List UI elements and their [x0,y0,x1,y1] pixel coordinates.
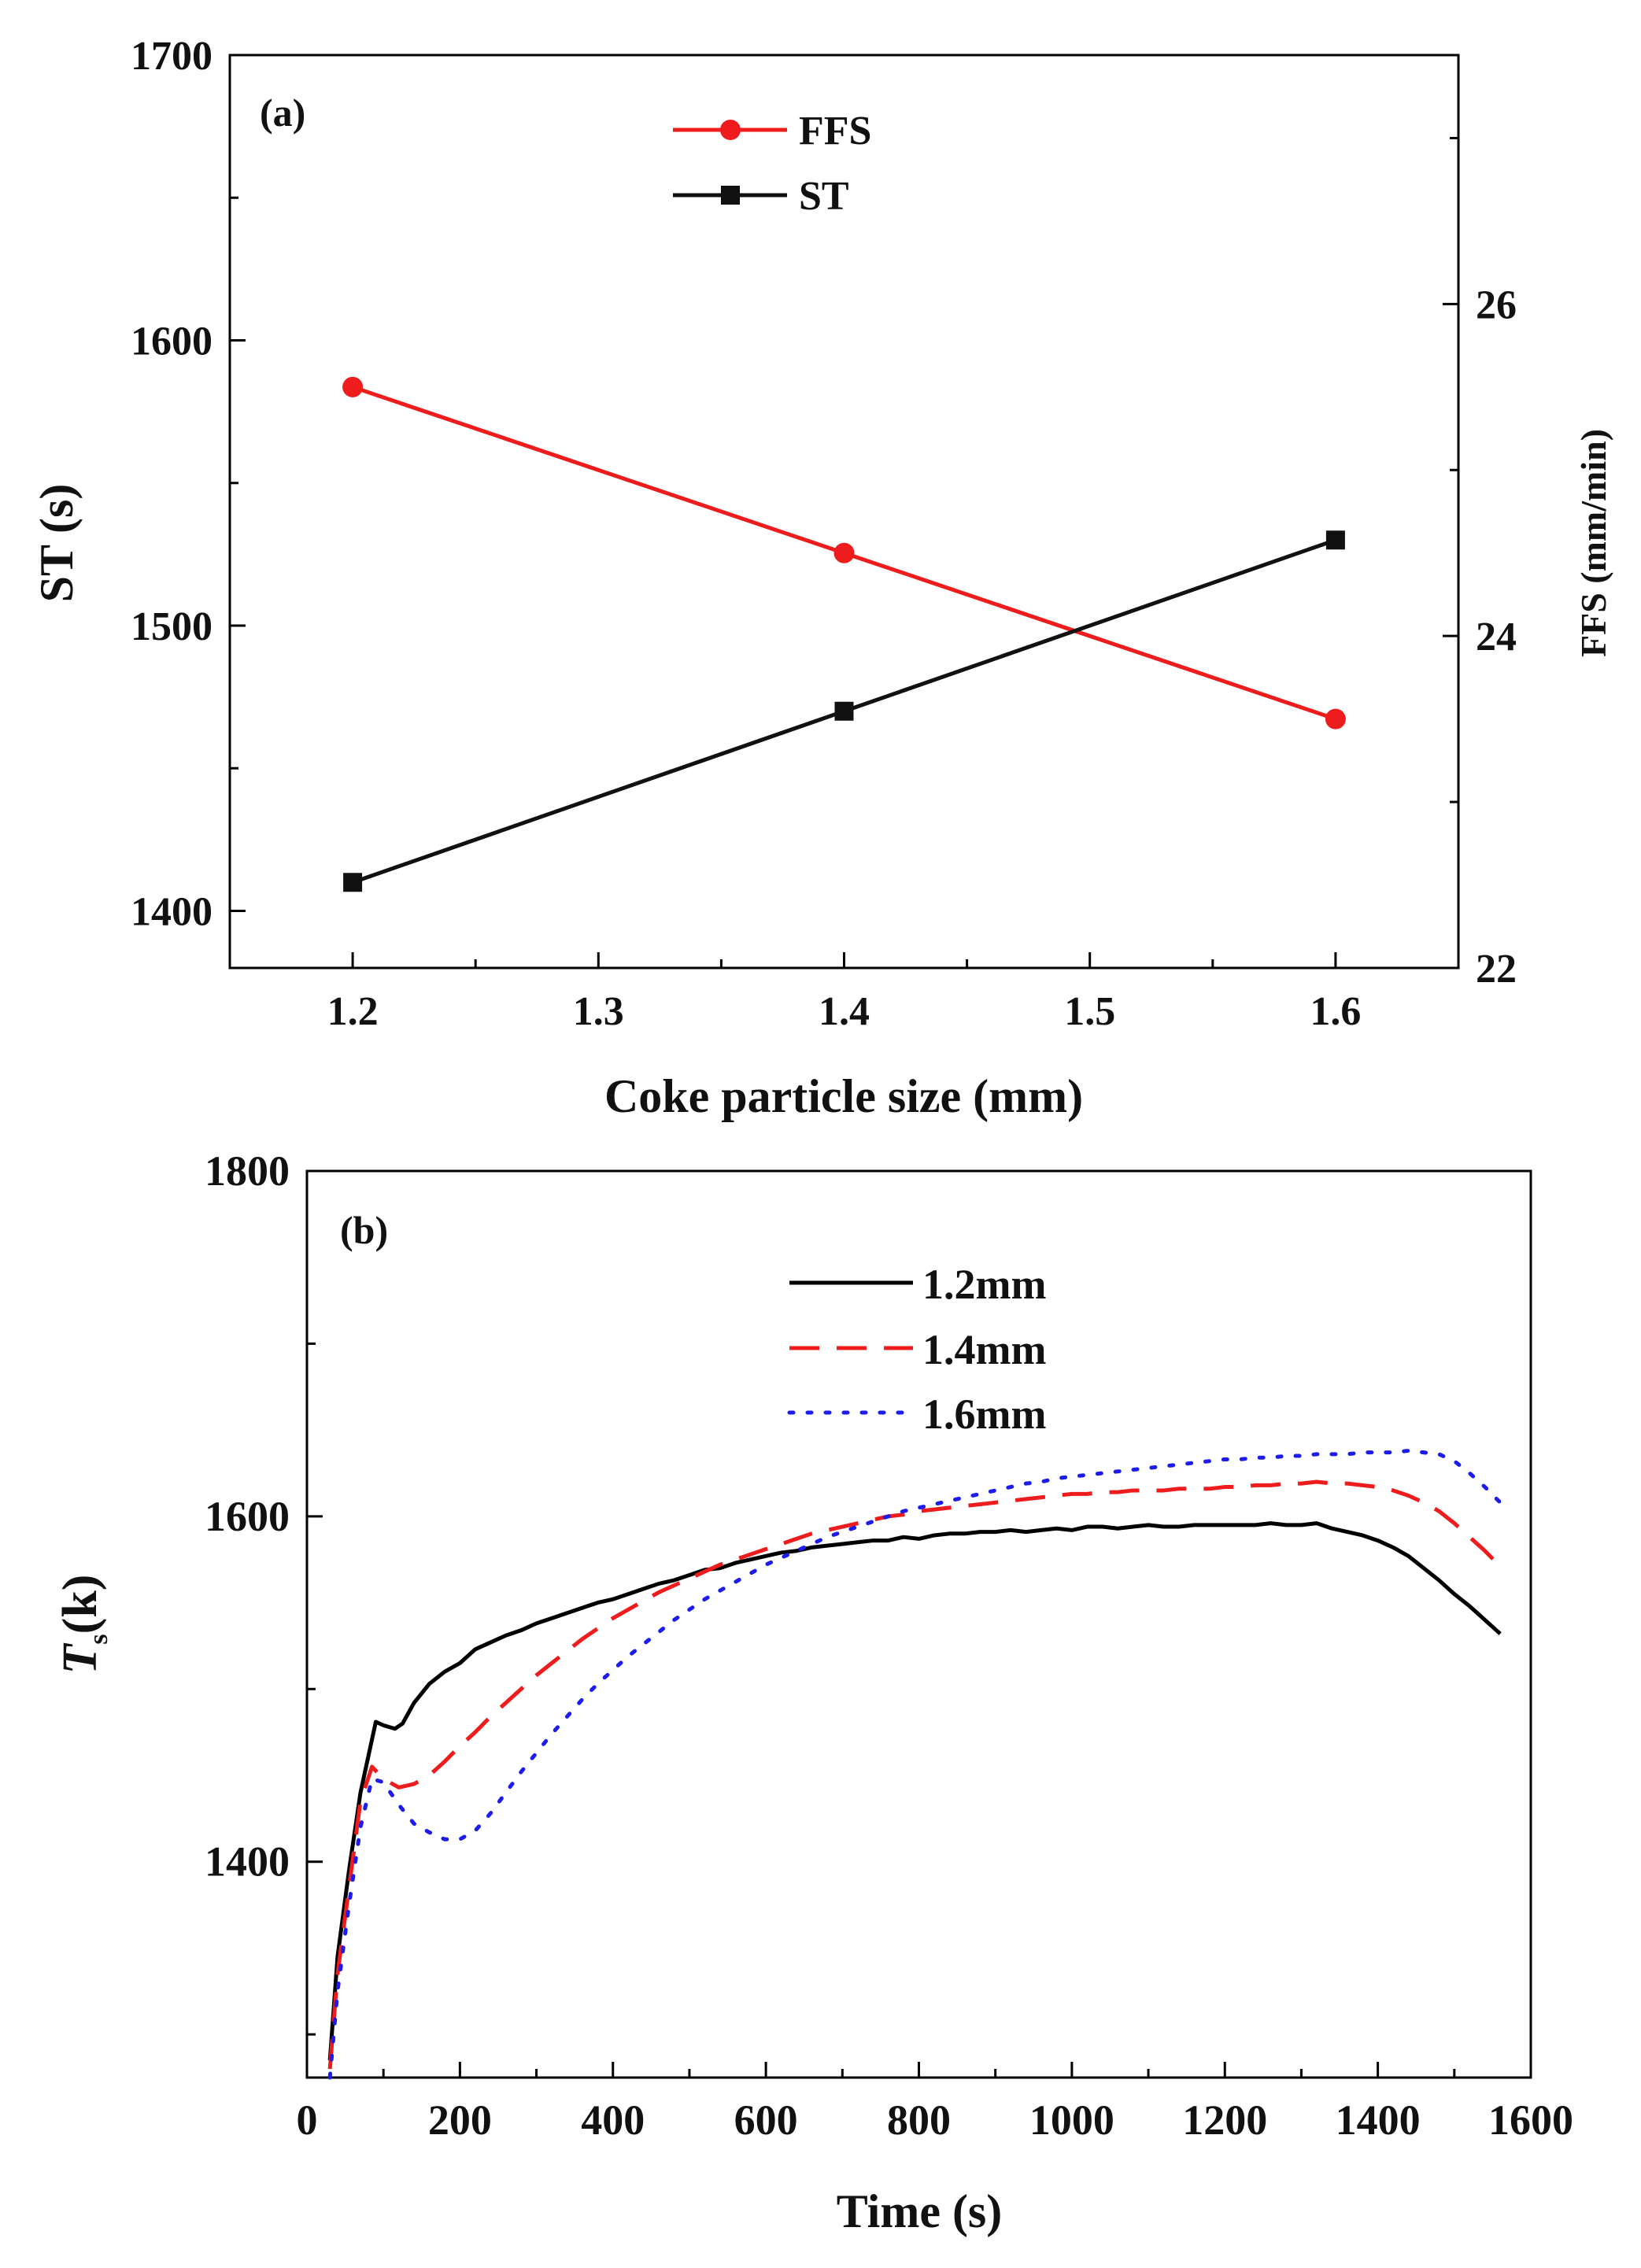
series-ffs-point [833,542,855,563]
panel-b-series [327,1448,1502,2080]
panel-b-y-tick-label: 1800 [205,1147,290,1195]
series-st-point [1325,530,1345,550]
panel-a-left-y-axis-title: ST (s) [31,484,83,603]
panel-a-x-axis-title: Coke particle size (mm) [604,1070,1083,1122]
legend-st-label: ST [799,174,849,219]
panel-b-y-axis-title: Ts(k) [54,1575,113,1675]
panel-b-x-tick-label: 1400 [1336,2096,1421,2144]
panel-b-x-tick-label: 600 [734,2096,798,2144]
panel-b-x-tick-label: 1000 [1029,2096,1114,2144]
panel-a-right-y-axis-title: FFS (mm/min) [1573,429,1613,657]
panel-b-y-axis-subscript: s [84,1634,113,1644]
panel-b-x-tick-label: 1600 [1488,2096,1573,2144]
series-st-point [834,701,854,721]
panel-b-chart: 0 200 400 600 800 1000 1200 1400 1600 1400 1600 180… [54,1147,1573,2237]
panel-a-left-y-tick-label: 1600 [131,320,213,364]
panel-a-left-y-tick-label: 1400 [131,890,213,935]
legend-st-marker [721,186,740,205]
panel-a-right-y-tick-label: 24 [1476,615,1517,659]
series-1-6mm-line [327,1448,1502,2080]
legend-1-2mm-label: 1.2mm [922,1261,1046,1308]
panel-b-label: (b) [340,1208,388,1252]
panel-b-ticks: 0 200 400 600 800 1000 1200 1400 1600 1400 1600 180… [205,1147,1573,2144]
panel-a-left-y-tick-label: 1700 [131,34,213,79]
panel-b-y-tick-label: 1400 [205,1838,290,1886]
panel-b-plot-frame [305,1169,1532,2079]
panel-a-x-tick-label: 1.4 [819,989,870,1034]
panel-a-right-y-tick-label: 22 [1476,947,1517,992]
panel-b-x-tick-label: 800 [887,2096,951,2144]
legend-1-4mm-label: 1.4mm [922,1326,1046,1373]
panel-a-right-y-tick-label: 26 [1476,283,1517,327]
panel-a-chart: 1.2 1.3 1.4 1.5 1.6 1400 1500 1600 1700 22 24 26 (a… [31,34,1613,1122]
legend-ffs-label: FFS [799,109,871,153]
panel-a-label: (a) [260,90,305,135]
series-1-4mm-line [327,1479,1502,2070]
panel-b-x-axis-title: Time (s) [837,2185,1003,2237]
panel-b-legend: 1.2mm 1.4mm 1.6mm [787,1261,1046,1438]
panel-a-x-tick-label: 1.6 [1310,989,1361,1034]
panel-a-ticks: 1.2 1.3 1.4 1.5 1.6 1400 1500 1600 1700 22 24 26 [131,34,1517,1034]
series-st-point [343,873,363,892]
panel-a-series [342,376,1346,892]
series-ffs-point [342,376,364,397]
panel-b-y-axis-unit: (k) [54,1575,107,1635]
panel-b-x-tick-label: 200 [428,2096,492,2144]
panel-b-y-axis-symbol: T [54,1642,107,1674]
panel-a-x-tick-label: 1.2 [327,989,379,1034]
panel-a-left-y-tick-label: 1500 [131,604,213,649]
legend-ffs-marker [720,120,741,140]
panel-b-x-tick-label: 400 [581,2096,645,2144]
panel-b-x-tick-label: 0 [297,2096,318,2144]
panel-a-x-tick-label: 1.5 [1064,989,1115,1034]
legend-1-6mm-label: 1.6mm [922,1391,1046,1438]
panel-a-legend: FFS ST [673,109,871,219]
series-ffs-point [1325,708,1346,730]
panel-a-x-tick-label: 1.3 [573,989,624,1034]
panel-b-x-tick-label: 1200 [1182,2096,1267,2144]
series-1-2mm-line [327,1521,1502,2061]
panel-b-y-tick-label: 1600 [205,1493,290,1540]
